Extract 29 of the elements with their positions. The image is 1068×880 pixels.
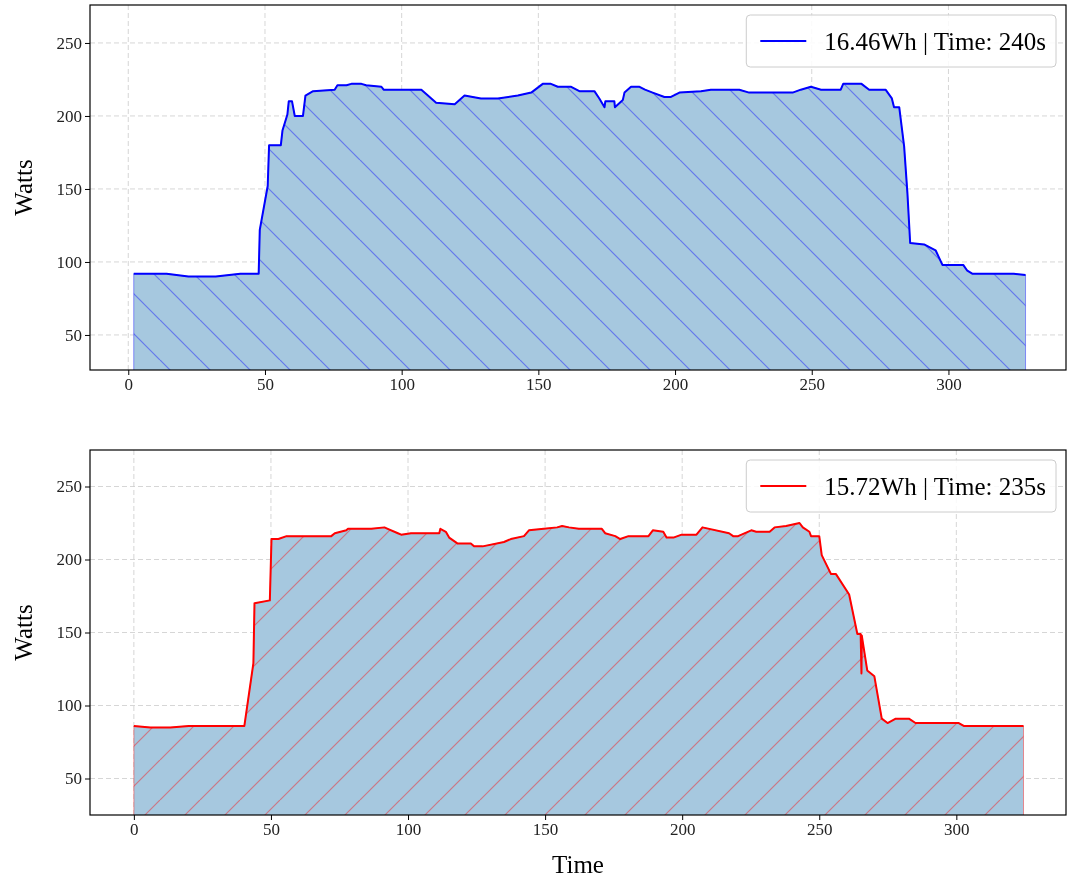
y-tick-label: 150 (56, 623, 82, 643)
y-tick-label: 200 (56, 550, 82, 570)
x-tick-label: 100 (395, 820, 422, 840)
x-tick-label: 200 (662, 375, 689, 395)
x-tick-label: 100 (389, 375, 415, 395)
x-tick-label: 300 (944, 820, 970, 840)
y-tick-label: 150 (56, 179, 82, 199)
x-tick-label: 0 (124, 375, 134, 395)
legend-label: 16.46Wh | Time: 240s (824, 27, 1046, 55)
y-tick-label: 250 (56, 33, 82, 53)
y-tick-label: 250 (56, 477, 82, 497)
x-tick-label: 150 (526, 375, 552, 395)
y-tick-label: 50 (65, 325, 82, 345)
y-axis-title: Watts (10, 604, 37, 661)
y-axis-title: Watts (10, 159, 37, 216)
x-tick-label: 150 (532, 820, 559, 840)
x-tick-label: 50 (262, 820, 280, 840)
x-tick-label: 0 (130, 820, 139, 840)
x-tick-label: 200 (669, 820, 696, 840)
x-axis-title: Time (552, 851, 604, 878)
y-tick-label: 100 (56, 696, 82, 716)
legend-label: 15.72Wh | Time: 235s (824, 472, 1046, 500)
y-tick-label: 200 (56, 106, 82, 126)
y-tick-label: 50 (65, 769, 82, 789)
x-tick-label: 50 (256, 375, 274, 395)
x-tick-label: 250 (799, 375, 825, 395)
x-tick-label: 250 (807, 820, 833, 840)
y-tick-label: 100 (56, 252, 82, 272)
x-tick-label: 300 (936, 375, 962, 395)
